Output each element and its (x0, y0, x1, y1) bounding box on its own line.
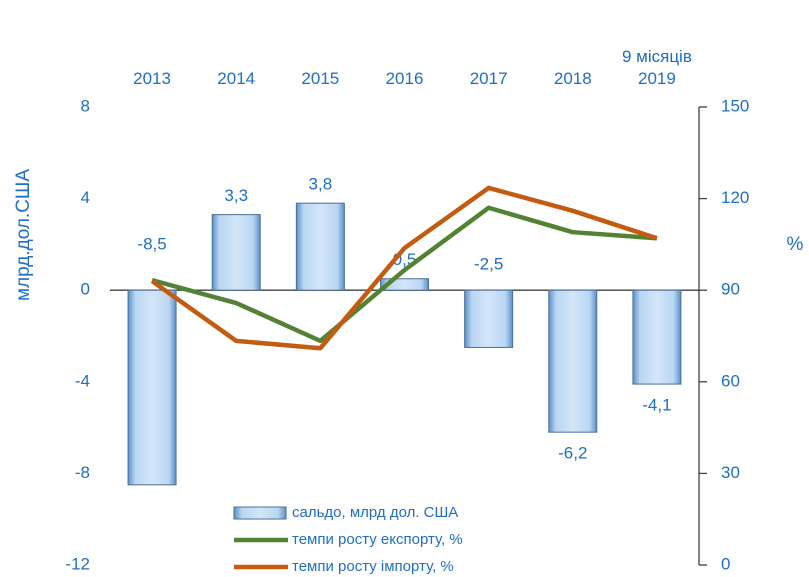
bar (295, 202, 345, 291)
x-tick-label: 9 місяців 2019 (621, 47, 692, 88)
bar (380, 278, 429, 291)
legend-label: темпи росту експорту, % (292, 531, 463, 548)
y-axis-label: млрд.дол.США (13, 169, 34, 301)
line (151, 205, 658, 344)
y-tick-label: 8 (81, 96, 90, 115)
data-label: 3,3 (224, 186, 248, 205)
legend-swatch (233, 506, 287, 520)
y2-tick-label: 60 (721, 371, 740, 390)
x-tick-label: 2017 (469, 69, 508, 88)
data-label: -2,5 (474, 255, 503, 274)
bar (127, 289, 177, 486)
bar (632, 289, 682, 385)
x-tick-label: 2016 (385, 69, 424, 88)
y-tick-label: -8 (75, 463, 90, 482)
y-tick-label: 4 (81, 188, 90, 207)
y-tick-label: 0 (81, 280, 90, 299)
data-label: -6,2 (558, 444, 587, 463)
bar (464, 289, 514, 348)
bar (548, 289, 598, 433)
data-label: -8,5 (137, 235, 166, 254)
x-tick-label: 2014 (217, 69, 256, 88)
y2-tick-label: 0 (721, 554, 730, 573)
y2-tick-label: 90 (721, 280, 740, 299)
y2-tick-label: 150 (721, 96, 749, 115)
x-tick-label: 2015 (301, 69, 340, 88)
legend-label: темпи росту імпорту, % (292, 558, 454, 575)
line (150, 185, 658, 351)
bar (211, 214, 261, 291)
legend-label: сальдо, млрд дол. США (292, 504, 458, 521)
y2-axis-label: % (787, 234, 804, 255)
x-tick-label: 2013 (133, 69, 171, 88)
y2-tick-label: 30 (721, 463, 740, 482)
data-label: 3,8 (309, 175, 333, 194)
y-tick-label: -4 (75, 371, 90, 390)
y2-tick-label: 120 (721, 188, 749, 207)
data-label: -4,1 (642, 396, 671, 415)
x-tick-label: 2018 (553, 69, 592, 88)
y-tick-label: -12 (65, 554, 90, 573)
